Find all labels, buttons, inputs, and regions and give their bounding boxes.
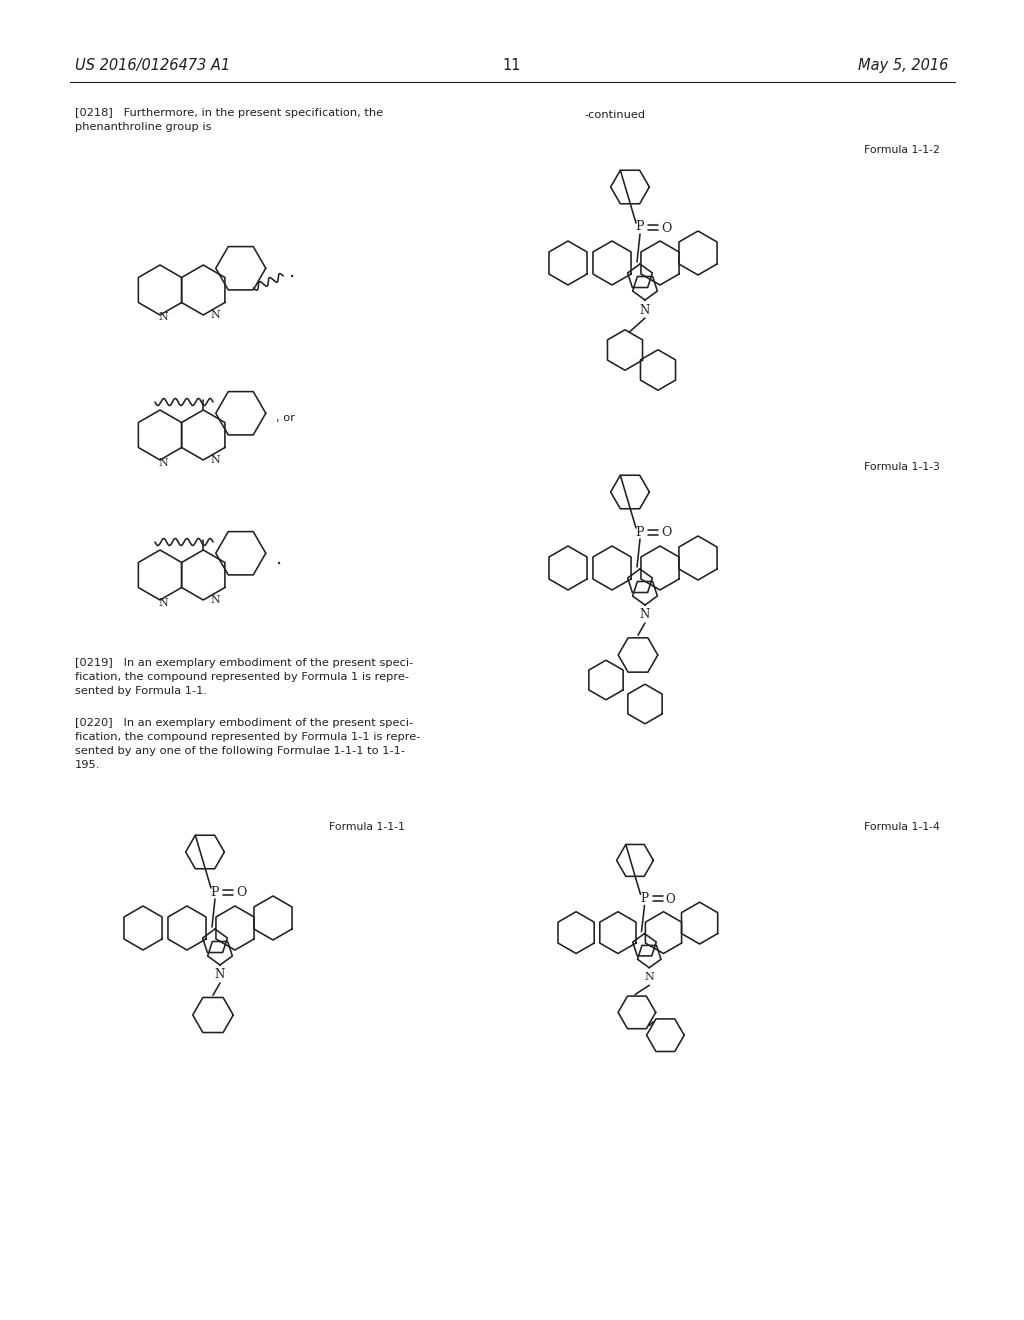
Text: , or: , or — [275, 413, 295, 424]
Text: N: N — [159, 313, 169, 322]
Text: N: N — [640, 609, 650, 622]
Text: N: N — [211, 595, 220, 605]
Text: N: N — [211, 455, 220, 465]
Text: P: P — [211, 886, 219, 899]
Text: P: P — [640, 892, 648, 906]
Text: [0219]   In an exemplary embodiment of the present speci-: [0219] In an exemplary embodiment of the… — [75, 657, 414, 668]
Text: phenanthroline group is: phenanthroline group is — [75, 121, 212, 132]
Text: [0220]   In an exemplary embodiment of the present speci-: [0220] In an exemplary embodiment of the… — [75, 718, 413, 729]
Text: sented by any one of the following Formulae 1-1-1 to 1-1-: sented by any one of the following Formu… — [75, 746, 406, 756]
Text: 11: 11 — [503, 58, 521, 73]
Text: 195.: 195. — [75, 760, 100, 770]
Text: Formula 1-1-1: Formula 1-1-1 — [329, 822, 406, 832]
Text: N: N — [215, 969, 225, 982]
Text: N: N — [159, 598, 169, 607]
Text: N: N — [159, 458, 169, 467]
Text: O: O — [236, 887, 246, 899]
Text: Formula 1-1-4: Formula 1-1-4 — [864, 822, 940, 832]
Text: N: N — [644, 973, 654, 982]
Text: -continued: -continued — [585, 110, 645, 120]
Text: Formula 1-1-3: Formula 1-1-3 — [864, 462, 940, 473]
Text: .: . — [289, 263, 296, 281]
Text: O: O — [660, 222, 671, 235]
Text: P: P — [636, 220, 644, 234]
Text: [0218]   Furthermore, in the present specification, the: [0218] Furthermore, in the present speci… — [75, 108, 383, 117]
Text: fication, the compound represented by Formula 1-1 is repre-: fication, the compound represented by Fo… — [75, 733, 421, 742]
Text: sented by Formula 1-1.: sented by Formula 1-1. — [75, 686, 207, 696]
Text: fication, the compound represented by Formula 1 is repre-: fication, the compound represented by Fo… — [75, 672, 409, 682]
Text: May 5, 2016: May 5, 2016 — [858, 58, 948, 73]
Text: N: N — [640, 304, 650, 317]
Text: .: . — [275, 549, 282, 568]
Text: O: O — [660, 527, 671, 540]
Text: US 2016/0126473 A1: US 2016/0126473 A1 — [75, 58, 230, 73]
Text: Formula 1-1-2: Formula 1-1-2 — [864, 145, 940, 154]
Text: N: N — [211, 310, 220, 319]
Text: O: O — [666, 892, 675, 906]
Text: P: P — [636, 525, 644, 539]
